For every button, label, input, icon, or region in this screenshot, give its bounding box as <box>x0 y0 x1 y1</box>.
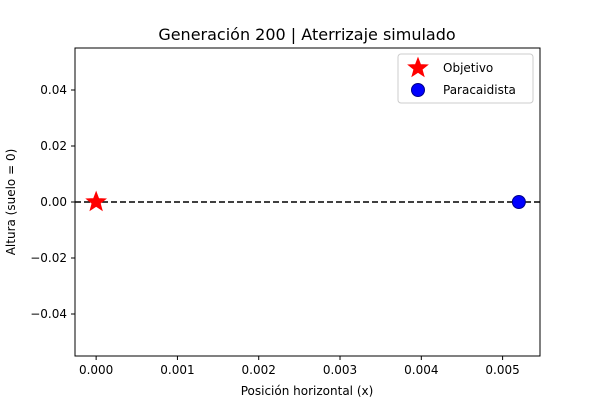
x-axis-label: Posición horizontal (x) <box>241 384 374 398</box>
data-point-objetivo <box>85 190 108 212</box>
data-points <box>85 190 526 212</box>
x-axis: 0.000 0.001 0.002 0.003 0.004 0.005 <box>79 356 520 377</box>
legend-label: Paracaidista <box>443 83 516 97</box>
legend: Objetivo Paracaidista <box>397 53 534 104</box>
data-point-paracaidista <box>511 195 526 209</box>
x-tick-label: 0.003 <box>323 363 357 377</box>
legend-box <box>397 53 534 104</box>
y-axis-label: Altura (suelo = 0) <box>4 149 18 256</box>
x-tick-label: 0.000 <box>79 363 113 377</box>
legend-star-icon <box>407 56 429 78</box>
chart-title: Generación 200 | Aterrizaje simulado <box>158 25 455 44</box>
y-tick-label: −0.02 <box>30 251 67 265</box>
legend-circle-icon <box>411 83 425 97</box>
y-axis: 0.04 0.02 0.00 −0.02 −0.04 <box>30 83 75 321</box>
y-tick-label: 0.00 <box>40 195 67 209</box>
x-tick-label: 0.002 <box>242 363 276 377</box>
x-tick-label: 0.001 <box>160 363 194 377</box>
x-tick-label: 0.005 <box>485 363 519 377</box>
legend-label: Objetivo <box>443 61 493 75</box>
x-tick-label: 0.004 <box>404 363 438 377</box>
y-tick-label: 0.04 <box>40 83 67 97</box>
y-tick-label: −0.04 <box>30 307 67 321</box>
y-tick-label: 0.02 <box>40 139 67 153</box>
